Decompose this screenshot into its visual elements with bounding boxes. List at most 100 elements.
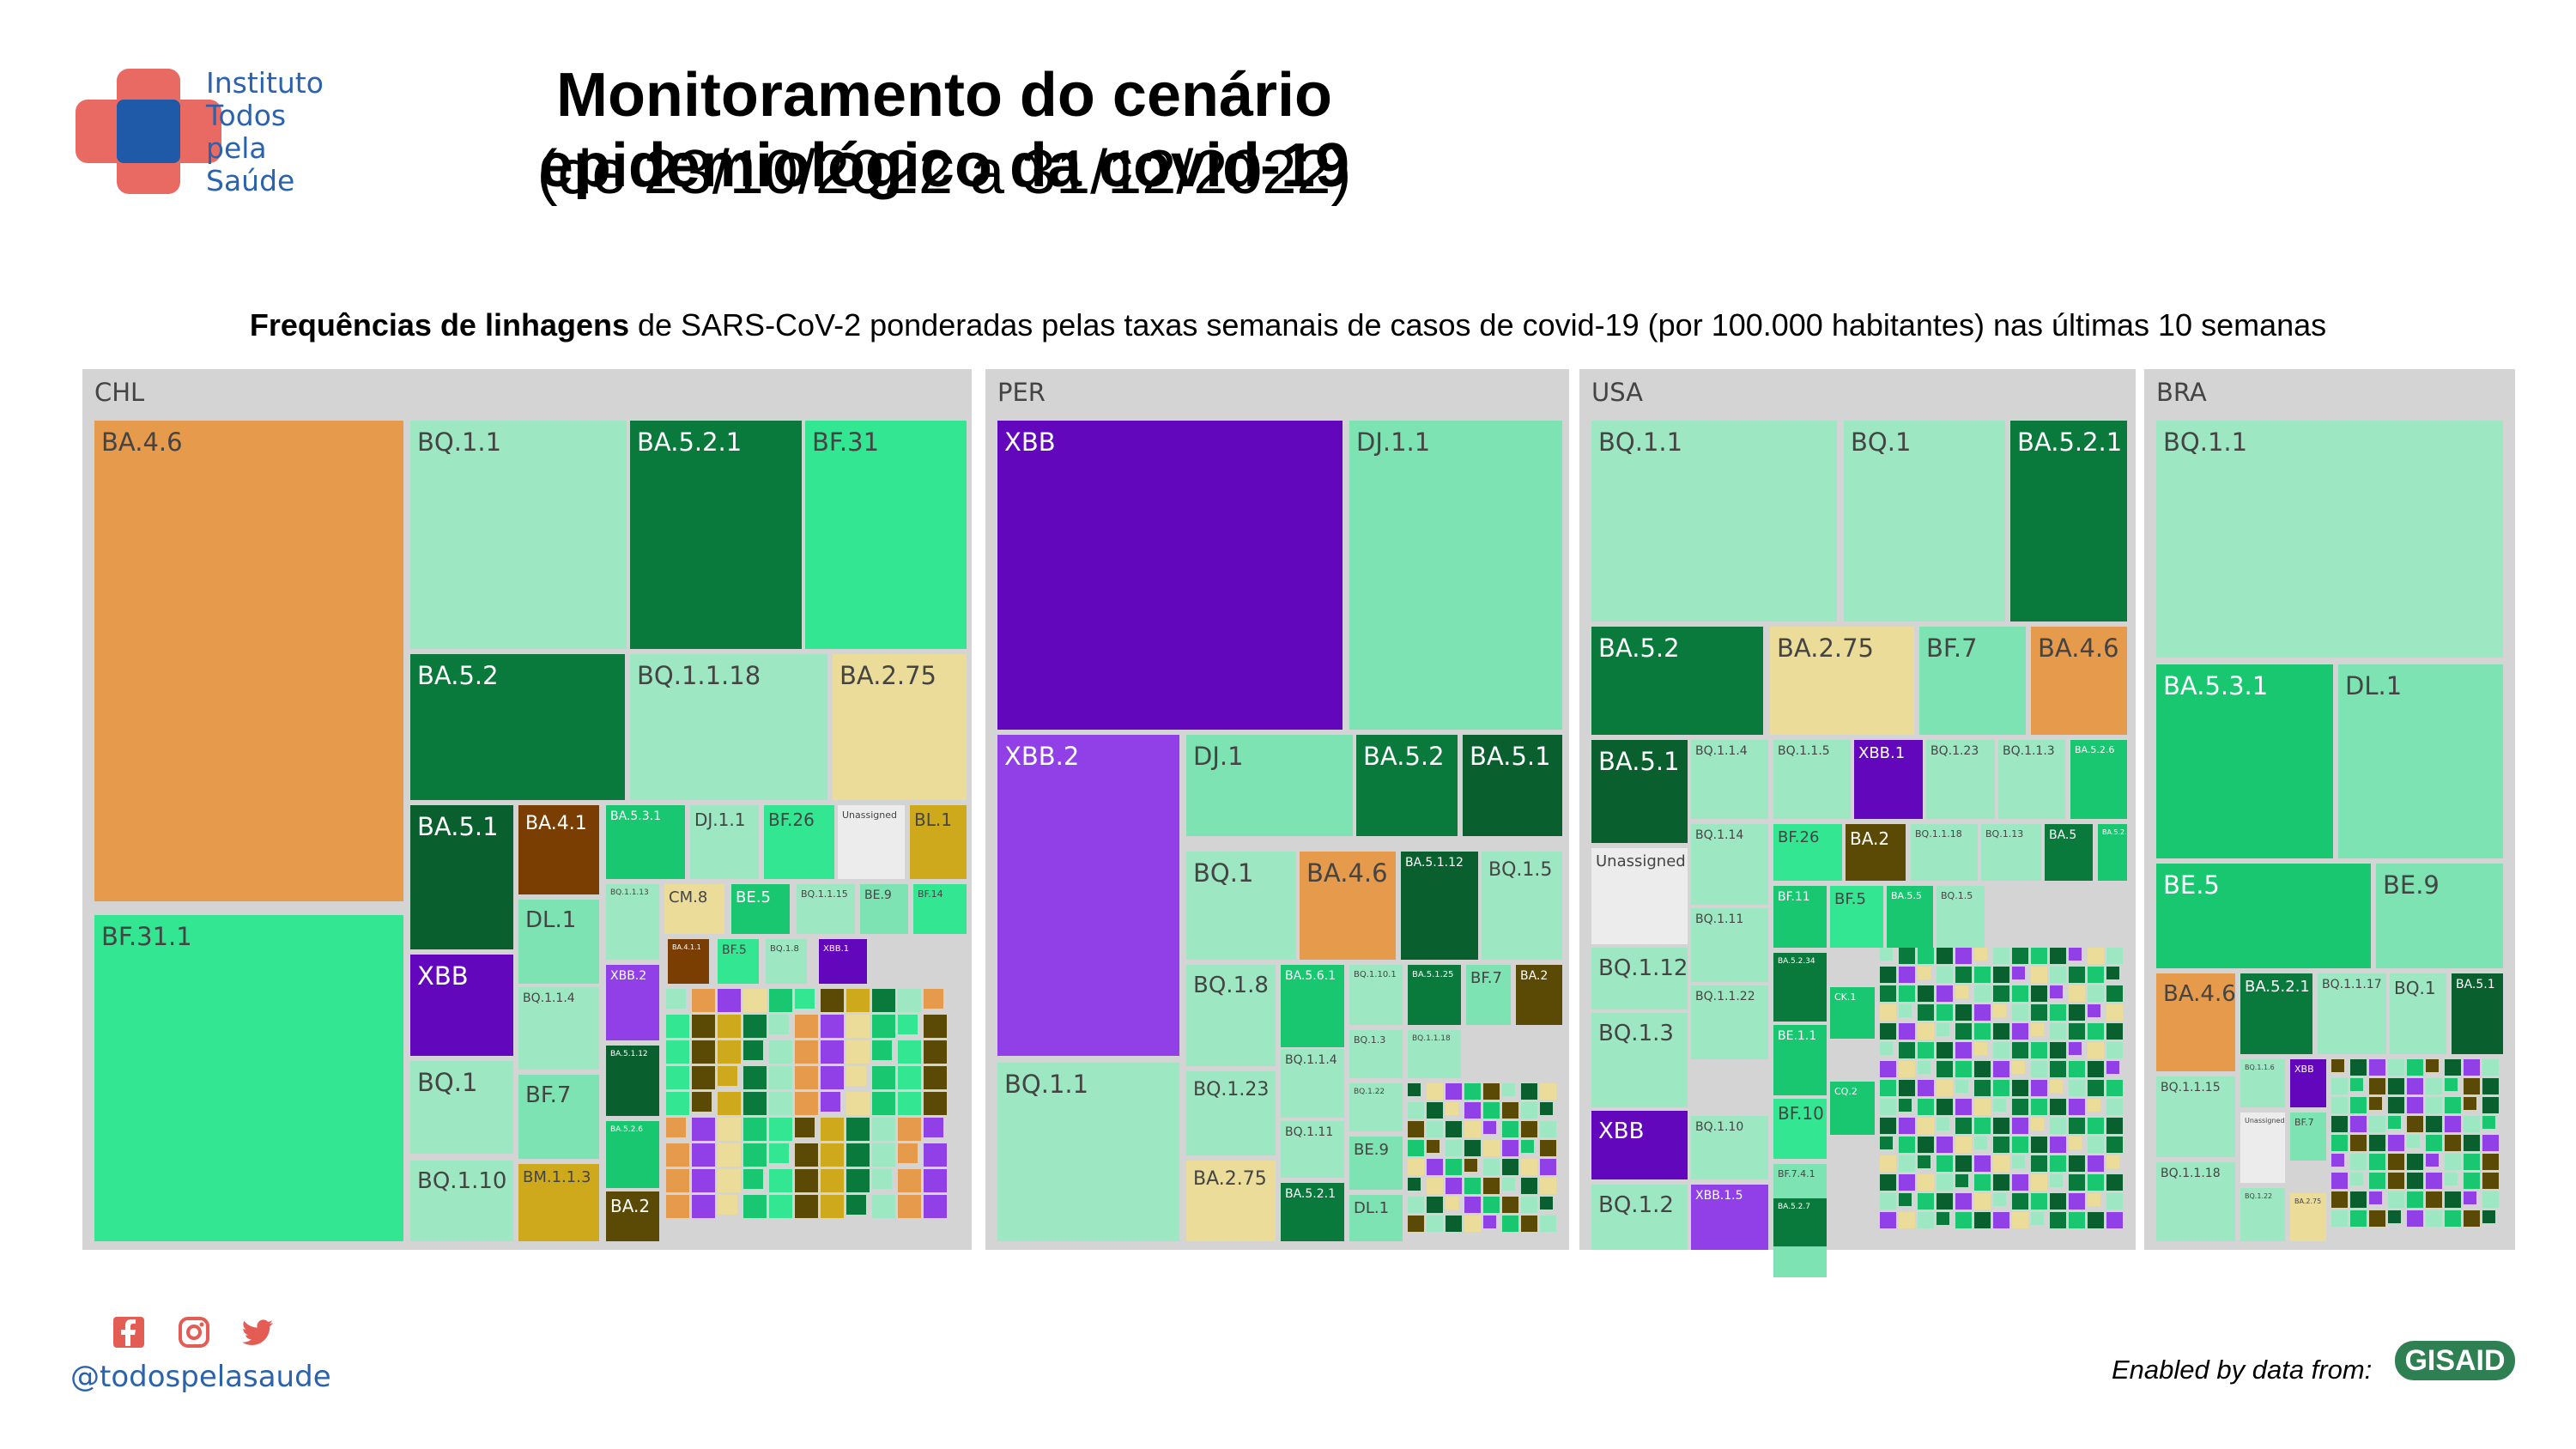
treemap-cell[interactable]: BQ.1.1.15 <box>2156 1076 2235 1157</box>
treemap-cell[interactable]: XBB.1 <box>1854 740 1923 819</box>
treemap-cell[interactable]: BQ.1.10.1 <box>1349 965 1403 1025</box>
treemap-cell[interactable]: BQ.1.1 <box>2156 421 2503 658</box>
treemap-cell[interactable]: BQ.1.1.4 <box>1281 1049 1344 1118</box>
treemap-cell[interactable]: BQ.1.23 <box>1926 740 1995 819</box>
treemap-cell[interactable]: BA.5.2.9 <box>2098 824 2127 881</box>
treemap-cell[interactable]: BA.4.1 <box>518 805 599 894</box>
treemap-cell[interactable]: BQ.1.1.15 <box>797 884 855 934</box>
treemap-cell[interactable]: BQ.1.1.5 <box>1773 740 1851 819</box>
treemap-cell[interactable]: BA.2 <box>606 1191 659 1241</box>
treemap-cell[interactable]: BQ.1.1.4 <box>518 987 599 1070</box>
treemap-cell[interactable]: BA.5.2.1 <box>1281 1183 1344 1241</box>
treemap-cell[interactable]: BA.5.2.34 <box>1773 953 1827 1022</box>
treemap-cell[interactable]: BA.2.75 <box>833 654 967 800</box>
treemap-cell[interactable]: BF.5 <box>1830 886 1883 948</box>
treemap-cell[interactable]: XBB <box>410 955 513 1056</box>
treemap-cell[interactable]: BQ.1 <box>1186 852 1296 960</box>
treemap-cell[interactable]: BA.5.2.1 <box>2010 421 2127 621</box>
treemap-cell[interactable]: BQ.1.8 <box>1186 965 1276 1066</box>
treemap-cell[interactable]: BE.9 <box>1349 1137 1403 1190</box>
treemap-cell[interactable]: CM.8 <box>664 884 724 934</box>
treemap-cell[interactable]: BF.7 <box>1919 627 2026 735</box>
treemap-cell[interactable]: BA.5.3.1 <box>2156 664 2333 858</box>
treemap-cell[interactable]: BQ.1.11 <box>1691 908 1768 982</box>
treemap-cell[interactable]: BA.5.1 <box>410 805 513 949</box>
treemap-cell[interactable]: BA.5.2.6 <box>606 1121 659 1188</box>
treemap-cell[interactable]: BQ.1.8 <box>766 939 807 984</box>
treemap-cell[interactable]: BQ.1.13 <box>1981 824 2041 881</box>
treemap-cell[interactable]: XBB.2 <box>997 735 1179 1056</box>
treemap-cell[interactable]: DJ.1.1 <box>1349 421 1562 730</box>
treemap-cell[interactable]: BM.1.1.3 <box>518 1164 599 1241</box>
treemap-cell[interactable]: BA.5.1.12 <box>606 1046 659 1116</box>
treemap-cell[interactable]: BE.5 <box>2156 864 2371 968</box>
treemap-cell[interactable]: BQ.1.1.4 <box>1691 740 1768 819</box>
treemap-cell[interactable]: XBB <box>2290 1059 2326 1107</box>
treemap-cell[interactable]: BL.1 <box>910 805 967 879</box>
treemap-cell[interactable]: BF.5 <box>718 939 759 984</box>
treemap-cell[interactable]: BA.5.1.12 <box>1401 852 1478 960</box>
treemap-cell[interactable]: Unassigned <box>838 805 905 879</box>
treemap-cell[interactable]: BQ.1 <box>2390 973 2446 1054</box>
treemap-cell[interactable]: BQ.1.1.3 <box>1998 740 2065 819</box>
treemap-cell[interactable]: BE.1.1 <box>1773 1025 1827 1095</box>
treemap-cell[interactable]: BA.2.75 <box>1186 1161 1276 1241</box>
treemap-cell[interactable]: BA.5.3.1 <box>606 805 685 879</box>
treemap-cell[interactable]: BQ.1.1.17 <box>2318 973 2386 1054</box>
treemap-cell[interactable]: BQ.1.1.13 <box>606 884 659 960</box>
treemap-cell[interactable]: BA.5.2 <box>1356 735 1458 836</box>
treemap-cell[interactable]: BF.26 <box>1773 824 1842 881</box>
treemap-cell[interactable]: BA.5.2.7 <box>1773 1198 1827 1246</box>
treemap-cell[interactable]: BQ.1.22 <box>1349 1083 1403 1131</box>
treemap-cell[interactable]: BQ.1.1 <box>997 1063 1179 1241</box>
treemap-cell[interactable]: XBB <box>1591 1111 1688 1179</box>
treemap-cell[interactable]: BF.10 <box>1773 1099 1827 1159</box>
treemap-cell[interactable]: DL.1 <box>2338 664 2503 858</box>
treemap-cell[interactable]: BQ.1.1.6 <box>2240 1059 2285 1107</box>
treemap-cell[interactable]: BF.14 <box>913 884 967 934</box>
treemap-cell[interactable]: BQ.1.5 <box>1937 886 1985 948</box>
treemap-cell[interactable]: BA.2 <box>1516 965 1562 1025</box>
twitter-icon[interactable] <box>240 1315 275 1349</box>
treemap-cell[interactable]: BQ.1.22 <box>2240 1188 2285 1241</box>
treemap-cell[interactable]: BA.5.2.6 <box>2070 740 2127 819</box>
treemap-cell[interactable]: DJ.1.1 <box>690 805 759 879</box>
treemap-cell[interactable]: BQ.1.1.18 <box>2156 1162 2235 1241</box>
treemap-cell[interactable]: BQ.1.1 <box>1591 421 1837 621</box>
treemap-cell[interactable]: BA.4.6 <box>1300 852 1396 960</box>
treemap-cell[interactable]: BF.7 <box>1466 965 1511 1025</box>
treemap-cell[interactable]: BQ.1.1.22 <box>1691 985 1768 1059</box>
treemap-cell[interactable]: DJ.1 <box>1186 735 1353 836</box>
treemap-cell[interactable]: BA.2.75 <box>2290 1193 2326 1241</box>
treemap-cell[interactable]: XBB.1.5 <box>1691 1185 1768 1250</box>
treemap-cell[interactable]: BQ.1.1.18 <box>1911 824 1978 881</box>
treemap-cell[interactable]: BF.26 <box>764 805 834 879</box>
treemap-cell[interactable]: BA.4.6 <box>2031 627 2127 735</box>
treemap-cell[interactable]: BQ.1.2 <box>1591 1185 1688 1250</box>
treemap-cell[interactable]: BQ.1.5 <box>1482 852 1562 960</box>
treemap-cell[interactable]: XBB.2 <box>606 965 659 1040</box>
treemap-cell[interactable]: BA.5.6.1 <box>1281 965 1344 1047</box>
treemap-cell[interactable]: BQ.1.3 <box>1349 1030 1403 1078</box>
treemap-cell[interactable]: BE.5 <box>731 884 790 934</box>
treemap-cell[interactable]: BA.5.1 <box>2452 973 2503 1054</box>
treemap-cell[interactable]: BA.5.1 <box>1463 735 1562 836</box>
treemap-cell[interactable]: BA.2.75 <box>1770 627 1914 735</box>
treemap-cell[interactable]: BQ.1 <box>1844 421 2005 621</box>
treemap-cell[interactable]: BQ.1 <box>410 1061 513 1154</box>
treemap-cell[interactable]: BA.5.2.1 <box>2240 973 2312 1054</box>
treemap-cell[interactable]: BQ.1.14 <box>1691 824 1768 905</box>
treemap-cell[interactable]: BF.7 <box>518 1075 599 1159</box>
treemap-cell[interactable]: BA.5.2.1 <box>630 421 802 649</box>
treemap-cell[interactable]: BQ.1.1.18 <box>630 654 827 800</box>
treemap-cell[interactable]: BA.2 <box>1846 824 1906 881</box>
treemap-cell[interactable]: BQ.1.11 <box>1281 1121 1344 1178</box>
treemap-cell[interactable]: BQ.1.12 <box>1591 948 1688 1009</box>
treemap-cell[interactable]: BQ.1.23 <box>1186 1071 1276 1155</box>
treemap-cell[interactable]: BE.9 <box>2376 864 2503 968</box>
treemap-cell[interactable]: BA.4.6 <box>94 421 403 901</box>
treemap-cell[interactable]: BA.5.5 <box>1887 886 1933 948</box>
treemap-cell[interactable]: BA.5 <box>2045 824 2093 881</box>
instagram-icon[interactable] <box>177 1315 211 1349</box>
treemap-cell[interactable]: BF.7 <box>2290 1113 2326 1161</box>
